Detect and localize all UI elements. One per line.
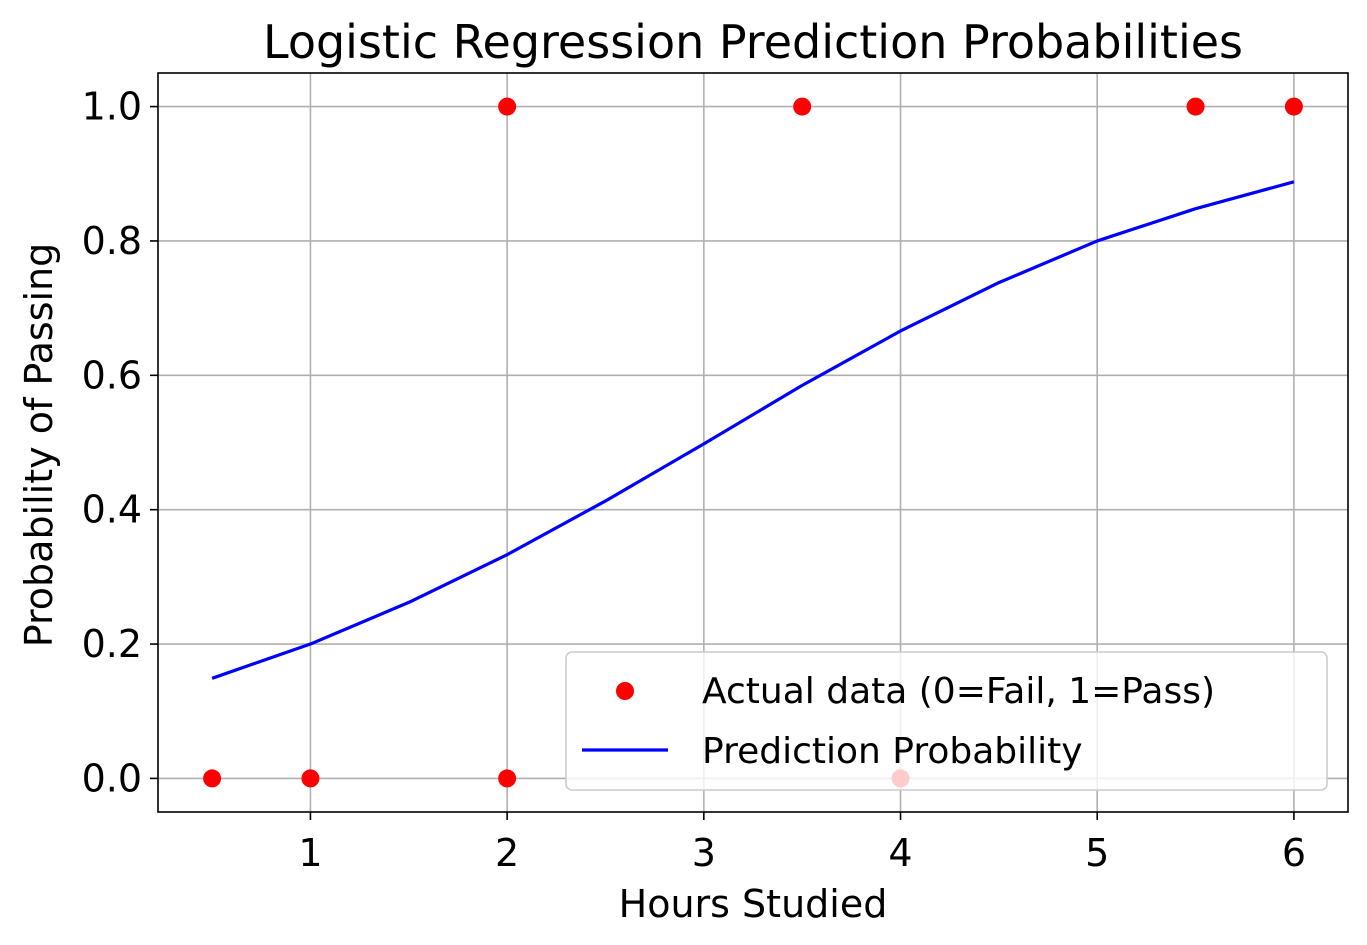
plot-frame xyxy=(157,72,1349,813)
actual-data-point xyxy=(1186,97,1205,116)
x-tick-label: 4 xyxy=(888,831,912,875)
x-tick-label: 5 xyxy=(1085,831,1109,875)
y-tick-label: 0.6 xyxy=(82,353,142,397)
actual-data-point xyxy=(301,769,320,788)
prediction-probability-line xyxy=(211,180,1295,680)
x-axis-label: Hours Studied xyxy=(619,882,888,926)
actual-data-point xyxy=(203,769,222,788)
y-tick-label: 0.0 xyxy=(82,756,142,800)
legend-scatter-marker xyxy=(616,682,634,700)
legend-label-actual: Actual data (0=Fail, 1=Pass) xyxy=(702,671,1215,712)
y-axis-ticks: 0.0 0.2 0.4 0.6 0.8 1.0 xyxy=(82,85,158,800)
y-tick-label: 0.8 xyxy=(82,219,142,263)
legend-label-prediction: Prediction Probability xyxy=(702,731,1083,772)
legend: Actual data (0=Fail, 1=Pass) Prediction … xyxy=(565,651,1328,791)
actual-data-point xyxy=(793,97,812,116)
y-axis-label: Probability of Passing xyxy=(17,243,61,648)
grid-layer xyxy=(158,73,1348,812)
x-tick-label: 6 xyxy=(1282,831,1306,875)
y-tick-label: 0.4 xyxy=(82,488,142,532)
actual-data-point xyxy=(1284,97,1303,116)
x-axis-ticks: 1 2 3 4 5 6 xyxy=(298,812,1306,875)
y-tick-label: 0.2 xyxy=(82,622,142,666)
y-tick-label: 1.0 xyxy=(82,85,142,129)
x-tick-label: 2 xyxy=(495,831,519,875)
x-tick-label: 3 xyxy=(692,831,716,875)
chart-title: Logistic Regression Prediction Probabili… xyxy=(263,15,1243,69)
legend-box xyxy=(565,651,1328,791)
actual-data-point xyxy=(498,769,517,788)
x-tick-label: 1 xyxy=(298,831,322,875)
actual-data-point xyxy=(498,97,517,116)
